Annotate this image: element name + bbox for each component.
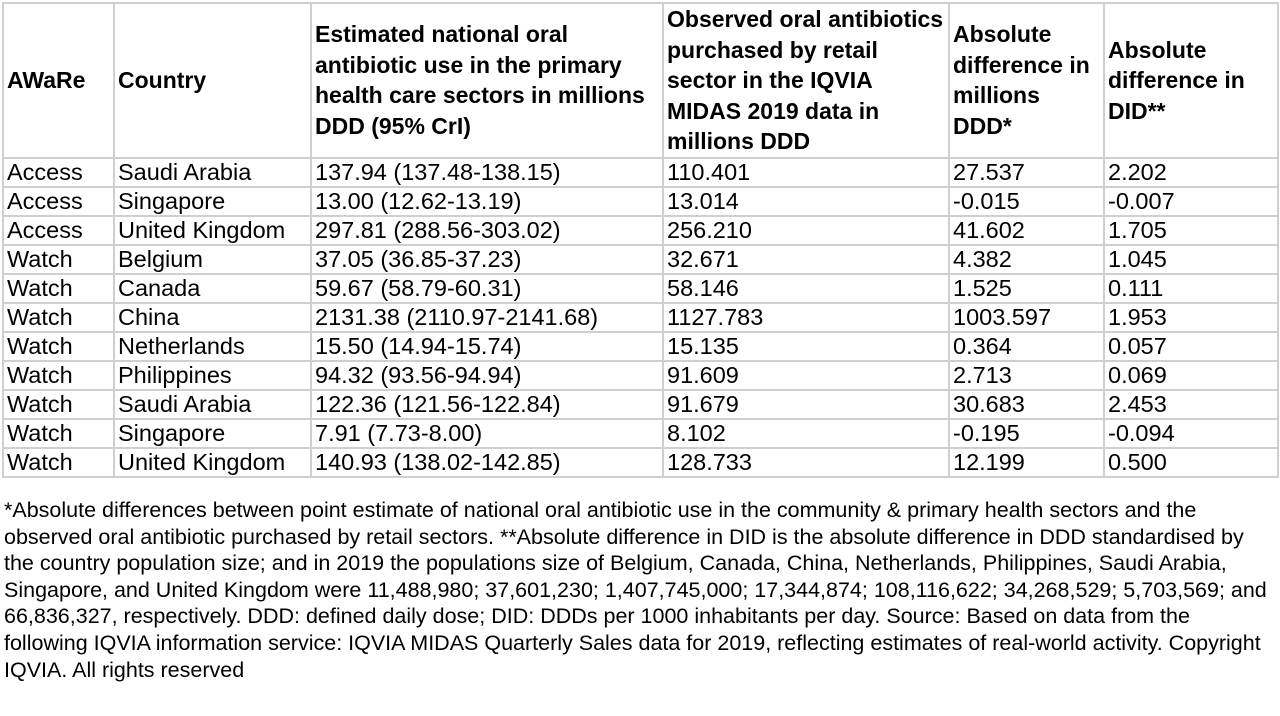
difference-ddd-cell: -0.195 — [948, 417, 1105, 449]
aware-cell: Watch — [2, 417, 115, 449]
aware-cell: Watch — [2, 330, 115, 362]
estimated-use-cell: 7.91 (7.73-8.00) — [310, 417, 664, 449]
difference-ddd-cell: 1.525 — [948, 272, 1105, 304]
observed-purchases-cell: 128.733 — [662, 446, 950, 478]
country-cell: United Kingdom — [113, 446, 312, 478]
difference-ddd-cell: 27.537 — [948, 156, 1105, 188]
observed-purchases-cell: 13.014 — [662, 185, 950, 217]
header-observed-purchases: Observed oral antibiotics purchased by r… — [662, 2, 950, 159]
table-footnote: *Absolute differences between point esti… — [4, 498, 1267, 682]
difference-ddd-cell: 2.713 — [948, 359, 1105, 391]
estimated-use-cell: 2131.38 (2110.97-2141.68) — [310, 301, 664, 333]
difference-did-cell: 2.202 — [1103, 156, 1279, 188]
country-cell: Philippines — [113, 359, 312, 391]
estimated-use-cell: 122.36 (121.56-122.84) — [310, 388, 664, 420]
aware-cell: Access — [2, 185, 115, 217]
table-row: Watch Belgium 37.05 (36.85-37.23) 32.671 4.3… — [2, 243, 1279, 275]
country-cell: United Kingdom — [113, 214, 312, 246]
observed-purchases-cell: 110.401 — [662, 156, 950, 188]
difference-ddd-cell: 12.199 — [948, 446, 1105, 478]
country-cell: Saudi Arabia — [113, 156, 312, 188]
difference-ddd-cell: 30.683 — [948, 388, 1105, 420]
difference-did-cell: 0.500 — [1103, 446, 1279, 478]
country-cell: Saudi Arabia — [113, 388, 312, 420]
table-row: Watch Netherlands 15.50 (14.94-15.74) 15.13… — [2, 330, 1279, 362]
difference-did-cell: 0.057 — [1103, 330, 1279, 362]
header-absolute-difference-did: Absolute difference in DID** — [1103, 2, 1279, 159]
table-row: Watch United Kingdom 140.93 (138.02-142.85… — [2, 446, 1279, 478]
observed-purchases-cell: 58.146 — [662, 272, 950, 304]
aware-cell: Watch — [2, 301, 115, 333]
difference-did-cell: 0.111 — [1103, 272, 1279, 304]
estimated-use-cell: 37.05 (36.85-37.23) — [310, 243, 664, 275]
aware-cell: Watch — [2, 272, 115, 304]
country-cell: Singapore — [113, 417, 312, 449]
difference-did-cell: 2.453 — [1103, 388, 1279, 420]
aware-cell: Access — [2, 156, 115, 188]
difference-ddd-cell: 0.364 — [948, 330, 1105, 362]
aware-cell: Access — [2, 214, 115, 246]
header-row: AWaRe Country Estimated national oral an… — [2, 2, 1279, 159]
table-row: Watch Saudi Arabia 122.36 (121.56-122.84) 9… — [2, 388, 1279, 420]
difference-ddd-cell: -0.015 — [948, 185, 1105, 217]
table-body: Access Saudi Arabia 137.94 (137.48-138.15)… — [2, 156, 1279, 478]
observed-purchases-cell: 91.679 — [662, 388, 950, 420]
observed-purchases-cell: 8.102 — [662, 417, 950, 449]
country-cell: Belgium — [113, 243, 312, 275]
estimated-use-cell: 137.94 (137.48-138.15) — [310, 156, 664, 188]
estimated-use-cell: 140.93 (138.02-142.85) — [310, 446, 664, 478]
header-aware: AWaRe — [2, 2, 115, 159]
header-absolute-difference-ddd: Absolute difference in millions DDD* — [948, 2, 1105, 159]
observed-purchases-cell: 1127.783 — [662, 301, 950, 333]
difference-ddd-cell: 41.602 — [948, 214, 1105, 246]
difference-ddd-cell: 4.382 — [948, 243, 1105, 275]
table-row: Watch Canada 59.67 (58.79-60.31) 58.146 1.52… — [2, 272, 1279, 304]
difference-did-cell: 1.045 — [1103, 243, 1279, 275]
table-row: Access Singapore 13.00 (12.62-13.19) 13.014… — [2, 185, 1279, 217]
table-header: AWaRe Country Estimated national oral an… — [2, 2, 1279, 159]
difference-did-cell: 0.069 — [1103, 359, 1279, 391]
estimated-use-cell: 15.50 (14.94-15.74) — [310, 330, 664, 362]
country-cell: Singapore — [113, 185, 312, 217]
aware-cell: Watch — [2, 243, 115, 275]
observed-purchases-cell: 15.135 — [662, 330, 950, 362]
difference-did-cell: -0.094 — [1103, 417, 1279, 449]
estimated-use-cell: 13.00 (12.62-13.19) — [310, 185, 664, 217]
table-row: Watch China 2131.38 (2110.97-2141.68) 1127.… — [2, 301, 1279, 333]
antibiotic-use-table: AWaRe Country Estimated national oral an… — [2, 2, 1279, 478]
estimated-use-cell: 297.81 (288.56-303.02) — [310, 214, 664, 246]
difference-ddd-cell: 1003.597 — [948, 301, 1105, 333]
table-row: Access Saudi Arabia 137.94 (137.48-138.15)… — [2, 156, 1279, 188]
header-country: Country — [113, 2, 312, 159]
table-row: Watch Singapore 7.91 (7.73-8.00) 8.102 -0.19… — [2, 417, 1279, 449]
table-row: Watch Philippines 94.32 (93.56-94.94) 91.60… — [2, 359, 1279, 391]
country-cell: Netherlands — [113, 330, 312, 362]
aware-cell: Watch — [2, 359, 115, 391]
table-row: Access United Kingdom 297.81 (288.56-303.0… — [2, 214, 1279, 246]
header-estimated-use: Estimated national oral antibiotic use i… — [310, 2, 664, 159]
difference-did-cell: -0.007 — [1103, 185, 1279, 217]
observed-purchases-cell: 256.210 — [662, 214, 950, 246]
aware-cell: Watch — [2, 388, 115, 420]
observed-purchases-cell: 91.609 — [662, 359, 950, 391]
estimated-use-cell: 94.32 (93.56-94.94) — [310, 359, 664, 391]
difference-did-cell: 1.705 — [1103, 214, 1279, 246]
country-cell: China — [113, 301, 312, 333]
observed-purchases-cell: 32.671 — [662, 243, 950, 275]
aware-cell: Watch — [2, 446, 115, 478]
country-cell: Canada — [113, 272, 312, 304]
difference-did-cell: 1.953 — [1103, 301, 1279, 333]
estimated-use-cell: 59.67 (58.79-60.31) — [310, 272, 664, 304]
